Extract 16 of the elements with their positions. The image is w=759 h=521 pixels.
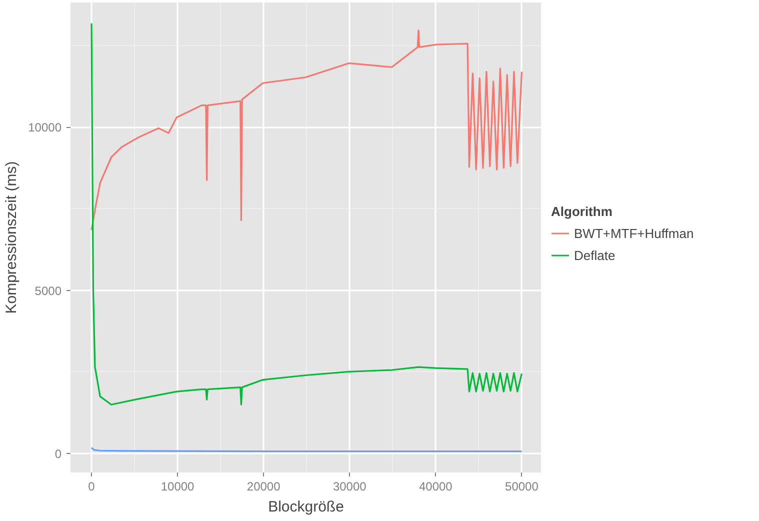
y-tick-label: 0 xyxy=(54,447,62,462)
legend-label: Deflate xyxy=(574,246,616,264)
x-tick-label: 50000 xyxy=(505,480,539,494)
x-axis-title: Blockgröße xyxy=(268,498,344,516)
line-series xyxy=(90,29,523,231)
x-tick-label: 0 xyxy=(88,480,96,494)
y-tick-label: 10000 xyxy=(28,120,62,135)
legend-label: BWT+MTF+Huffman xyxy=(574,224,694,242)
legend-title: Algorithm xyxy=(551,204,614,219)
x-tick-label: 30000 xyxy=(332,480,367,494)
y-tick-label: 5000 xyxy=(34,284,62,298)
x-tick-label: 40000 xyxy=(418,480,453,494)
y-axis-title: Kompressionszeit (ms) xyxy=(3,161,20,314)
x-tick-label: 10000 xyxy=(160,480,195,494)
line-series xyxy=(90,22,523,406)
x-tick-label: 20000 xyxy=(246,480,281,494)
